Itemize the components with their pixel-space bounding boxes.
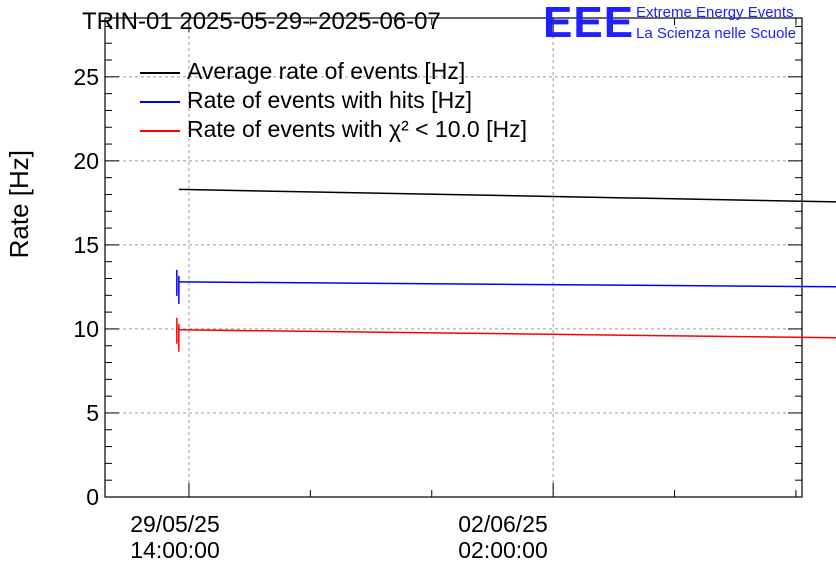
series-line-1 bbox=[178, 281, 836, 288]
series-line-2 bbox=[178, 329, 836, 339]
y-tick-label: 20 bbox=[73, 148, 99, 174]
legend-label: Rate of events with hits [Hz] bbox=[187, 87, 473, 113]
y-tick-label: 10 bbox=[73, 316, 99, 342]
x-tick-date: 29/05/25 bbox=[130, 511, 220, 537]
x-tick-time: 14:00:00 bbox=[130, 537, 220, 563]
legend-label: Rate of events with χ² < 10.0 [Hz] bbox=[187, 116, 527, 142]
y-tick-label: 5 bbox=[86, 400, 99, 426]
legend-label: Average rate of events [Hz] bbox=[187, 58, 466, 84]
x-tick-label-0: 29/05/25 14:00:00 bbox=[95, 511, 255, 563]
logo-line-1: Extreme Energy Events bbox=[636, 4, 794, 21]
y-axis-label: Rate [Hz] bbox=[4, 150, 34, 259]
legend-swatch bbox=[140, 130, 180, 132]
plot-frame bbox=[104, 17, 803, 498]
y-tick-label: 0 bbox=[86, 484, 99, 510]
y-tick-label: 15 bbox=[73, 232, 99, 258]
x-tick-date: 02/06/25 bbox=[458, 511, 548, 537]
x-tick-time: 02:00:00 bbox=[458, 537, 548, 563]
legend-swatch bbox=[140, 101, 180, 103]
legend-swatch bbox=[140, 72, 180, 74]
y-tick-label: 25 bbox=[73, 64, 99, 90]
x-tick-label-1: 02/06/25 02:00:00 bbox=[423, 511, 583, 563]
eee-logo: EEE bbox=[543, 0, 635, 47]
logo-line-2: La Scienza nelle Scuole bbox=[636, 25, 797, 42]
chart-title: TRIN-01 2025-05-29--2025-06-07 bbox=[82, 8, 441, 35]
series-line-0 bbox=[178, 188, 836, 203]
